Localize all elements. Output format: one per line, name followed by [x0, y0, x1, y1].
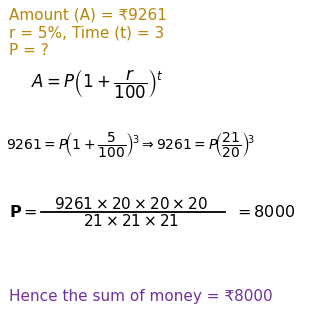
Text: P = ?: P = ?: [9, 43, 49, 58]
Text: $= 8000$: $= 8000$: [234, 204, 295, 220]
Text: $9261 = P\!\left(1+\dfrac{5}{100}\right)^{\!3} \Rightarrow 9261 = P\!\left(\dfra: $9261 = P\!\left(1+\dfrac{5}{100}\right)…: [6, 130, 255, 159]
Text: $\mathbf{P} =$: $\mathbf{P} =$: [9, 204, 38, 220]
Text: $9261\times 20\times 20\times 20$: $9261\times 20\times 20\times 20$: [54, 196, 208, 211]
Text: $A = P\left(1+\dfrac{r}{100}\right)^{t}$: $A = P\left(1+\dfrac{r}{100}\right)^{t}$: [31, 68, 164, 100]
Text: Hence the sum of money = ₹8000: Hence the sum of money = ₹8000: [9, 289, 273, 304]
Text: $21\times 21\times 21$: $21\times 21\times 21$: [83, 213, 179, 229]
Text: Amount (A) = ₹9261: Amount (A) = ₹9261: [9, 8, 167, 23]
Text: r = 5%, Time (t) = 3: r = 5%, Time (t) = 3: [9, 25, 165, 40]
